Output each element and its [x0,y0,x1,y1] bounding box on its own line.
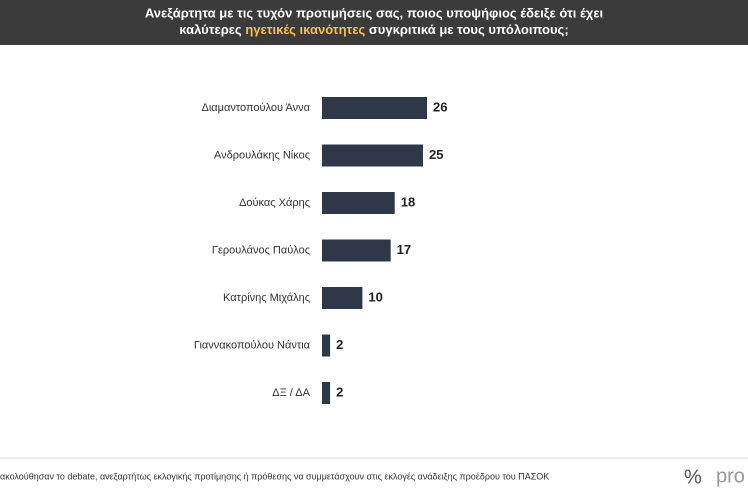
logo-text: pro [716,465,745,487]
category-label: Διαμαντοπούλου Άννα [202,102,311,114]
bar [322,239,391,262]
footnote: ακολούθησαν το debate, ανεξαρτήτως εκλογ… [0,471,549,481]
value-label: 10 [368,289,382,304]
bar [322,144,423,167]
chart-title: Ανεξάρτητα με τις τυχόν προτιμήσεις σας,… [145,5,604,20]
title-part: συγκριτικά με τους υπόλοιπους; [369,22,569,37]
category-label: Ανδρουλάκης Νίκος [214,149,310,161]
category-label: Κατρίνης Μιχάλης [223,292,310,304]
category-label: ΔΞ / ΔΑ [272,387,310,399]
bar [322,287,363,309]
title-highlight: ηγετικές ικανότητες [245,22,365,37]
value-label: 2 [336,384,343,399]
value-label: 25 [429,147,443,162]
value-label: 18 [401,194,415,209]
category-label: Δούκας Χάρης [239,197,310,209]
chart-title: καλύτερες ηγετικές ικανότητες συγκριτικά… [179,22,568,37]
category-label: Γιαννακοπούλου Νάντια [194,339,311,351]
value-label: 17 [397,242,411,257]
bar [322,97,428,119]
header-bar [0,0,748,45]
bar [322,192,395,214]
bar [322,334,331,357]
logo-symbol: % [684,466,702,488]
value-label: 26 [433,99,447,114]
category-label: Γερουλάνος Παύλος [212,244,310,256]
bar [322,382,331,404]
value-label: 2 [336,337,343,352]
title-part: καλύτερες [179,22,242,37]
